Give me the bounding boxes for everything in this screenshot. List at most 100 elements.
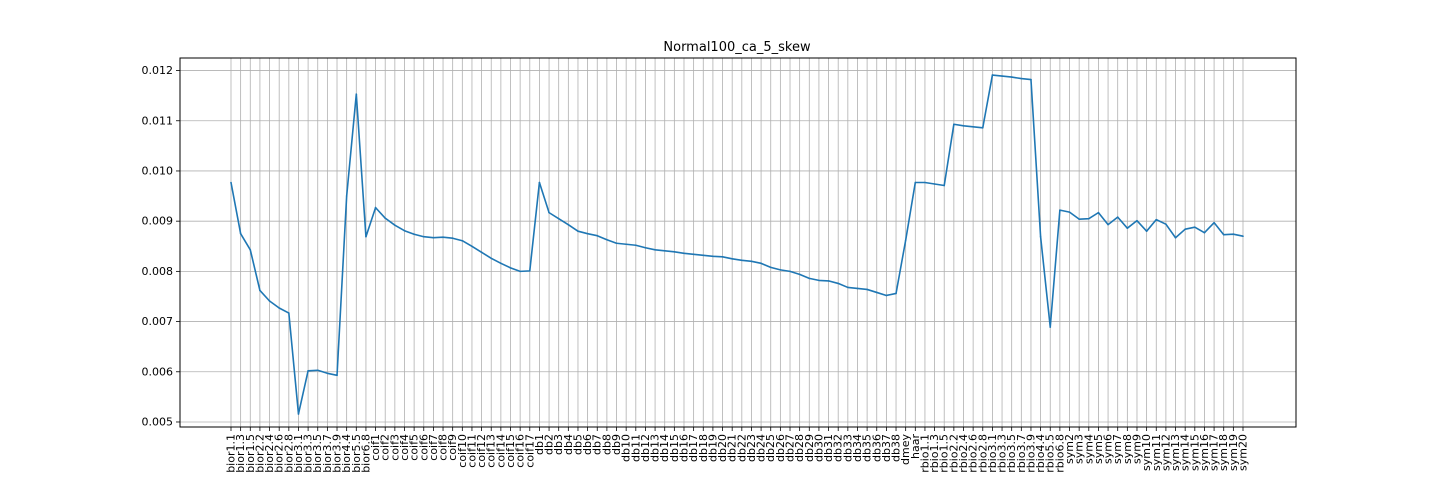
data-point (798, 273, 801, 276)
x-tick-label: db7 (591, 434, 604, 455)
data-point (268, 300, 271, 302)
y-tick-label: 0.011 (142, 114, 174, 127)
x-tick-label: rbio2.2 (947, 434, 960, 473)
x-tick-label: db5 (571, 434, 584, 455)
x-tick-label: db38 (890, 434, 903, 462)
data-point (943, 184, 946, 187)
x-tick-label: rbio2.4 (957, 434, 970, 473)
x-tick-label: sym12 (1159, 434, 1172, 471)
y-tick-label: 0.008 (142, 265, 174, 278)
x-tick-label: coif9 (446, 434, 459, 461)
x-tick-label: db8 (600, 434, 613, 455)
data-point (1107, 223, 1109, 226)
data-point (471, 245, 473, 248)
data-point (1232, 233, 1235, 236)
data-point (760, 262, 762, 265)
x-tick-label: rbio4.4 (1034, 434, 1047, 473)
data-point (818, 279, 820, 282)
x-tick-label: db10 (620, 434, 633, 462)
x-tick-label: rbio1.3 (928, 434, 941, 473)
x-tick-label: bior1.3 (234, 434, 247, 473)
data-point (480, 251, 483, 254)
x-tick-label: rbio3.5 (1005, 434, 1018, 473)
x-tick-label: sym3 (1073, 434, 1086, 464)
x-tick-label: bior6.8 (359, 434, 372, 473)
x-tick-label: sym19 (1227, 434, 1240, 471)
data-point (297, 413, 300, 415)
x-tick-label: coif11 (465, 434, 478, 468)
x-tick-label: sym10 (1140, 434, 1153, 471)
data-point (1165, 223, 1167, 225)
data-point (741, 259, 743, 262)
x-tick-label: db36 (870, 434, 883, 462)
x-tick-label: rbio2.6 (967, 434, 980, 473)
data-point (288, 312, 290, 314)
x-tick-label: bior2.4 (263, 434, 276, 473)
x-tick-label: rbio1.5 (938, 434, 951, 473)
data-point (586, 232, 589, 235)
x-tick-label: bior3.7 (321, 434, 334, 473)
data-point (683, 252, 685, 255)
y-tick-label: 0.010 (142, 164, 174, 177)
data-point (528, 270, 531, 272)
data-point (615, 242, 618, 245)
series-line (230, 74, 1244, 415)
x-tick-label: rbio1.1 (918, 434, 931, 473)
y-tick-label: 0.007 (142, 315, 174, 328)
data-point (442, 236, 444, 239)
x-tick-label: db19 (706, 434, 719, 462)
x-tick-label: coif6 (417, 434, 430, 461)
x-tick-label: db27 (784, 434, 797, 462)
x-tick-label: coif8 (437, 434, 450, 461)
data-point (769, 266, 772, 269)
data-point (239, 232, 242, 235)
data-point (972, 125, 974, 128)
data-point (384, 217, 387, 219)
plot-frame (179, 57, 1297, 428)
x-tick-label: db16 (677, 434, 690, 462)
data-point (1213, 221, 1215, 224)
x-tick-label: db2 (543, 434, 556, 455)
x-tick-label: coif10 (456, 434, 469, 468)
data-point (827, 280, 830, 282)
x-tick-label: sym17 (1208, 434, 1221, 471)
x-tick-label: db18 (697, 434, 710, 462)
data-point (789, 270, 791, 273)
x-tick-label: db37 (880, 434, 893, 462)
x-axis: bior1.1bior1.3bior1.5bior2.2bior2.4bior2… (225, 427, 1250, 473)
x-tick-label: db25 (764, 434, 777, 462)
data-point (692, 253, 695, 256)
x-tick-label: db21 (726, 434, 739, 462)
data-point (259, 289, 261, 292)
data-point (345, 195, 348, 197)
data-point (567, 223, 570, 226)
data-point (779, 269, 782, 271)
data-point (278, 307, 280, 309)
data-point (316, 369, 319, 372)
x-tick-label: bior3.5 (311, 434, 324, 473)
data-point (895, 292, 897, 295)
data-point (875, 291, 878, 294)
x-tick-label: db15 (668, 434, 681, 462)
data-point (374, 206, 377, 209)
data-point (451, 237, 454, 240)
data-point (1242, 235, 1244, 238)
data-point (1068, 211, 1071, 213)
x-tick-label: rbio3.1 (986, 434, 999, 473)
data-point (1116, 216, 1119, 218)
data-point (606, 238, 608, 241)
x-tick-label: db20 (716, 434, 729, 462)
data-point (394, 224, 396, 226)
data-point (1194, 226, 1196, 228)
data-point (422, 235, 425, 238)
data-point (856, 287, 859, 290)
x-tick-label: rbio3.7 (1015, 434, 1028, 473)
data-point (914, 181, 917, 184)
data-point (837, 282, 839, 285)
x-tick-label: rbio6.8 (1053, 434, 1066, 473)
x-tick-label: db3 (552, 434, 565, 455)
data-point (808, 277, 811, 280)
data-point (673, 250, 676, 253)
x-tick-label: db23 (745, 434, 758, 462)
